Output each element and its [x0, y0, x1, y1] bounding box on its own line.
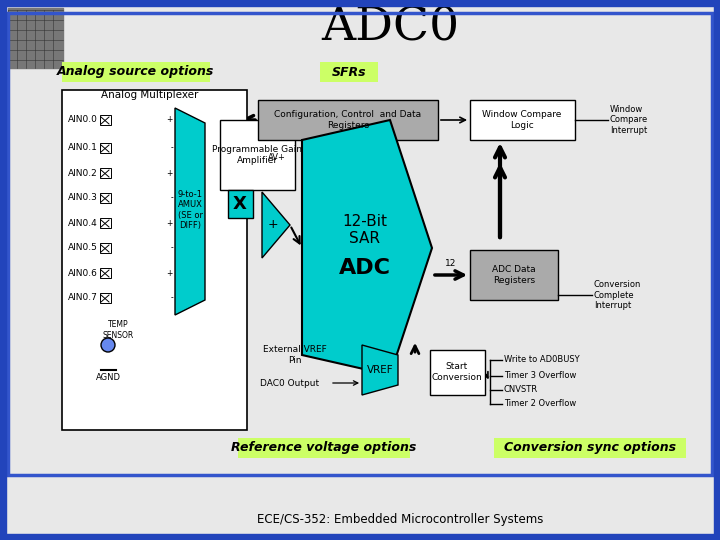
- Text: ADC: ADC: [339, 258, 391, 278]
- Text: AIN0.6: AIN0.6: [68, 268, 98, 278]
- Bar: [100, 218, 111, 228]
- Text: Conversion
Complete
Interrupt: Conversion Complete Interrupt: [594, 280, 642, 310]
- Text: +: +: [166, 219, 173, 227]
- Text: Conversion sync options: Conversion sync options: [504, 442, 676, 455]
- Bar: [100, 115, 111, 125]
- Text: AIN0.0: AIN0.0: [68, 116, 98, 125]
- Text: AGND: AGND: [96, 373, 120, 381]
- Text: +: +: [166, 116, 173, 125]
- Polygon shape: [175, 108, 205, 315]
- Bar: [100, 143, 111, 153]
- Text: ECE/CS-352: Embedded Microcontroller Systems: ECE/CS-352: Embedded Microcontroller Sys…: [257, 514, 543, 526]
- Polygon shape: [262, 192, 290, 258]
- Text: Analog Multiplexer: Analog Multiplexer: [102, 90, 199, 100]
- Text: +: +: [268, 219, 279, 232]
- Text: AIN0.1: AIN0.1: [68, 144, 98, 152]
- Text: DAC0 Output: DAC0 Output: [261, 379, 320, 388]
- Bar: [0, 0, 6, 540]
- Bar: [258, 100, 438, 140]
- Text: Configuration, Control  and Data
Registers: Configuration, Control and Data Register…: [274, 110, 422, 130]
- Text: Timer 2 Overflow: Timer 2 Overflow: [504, 400, 576, 408]
- Text: +: +: [166, 168, 173, 178]
- Text: X: X: [233, 195, 247, 213]
- Text: TEMP
SENSOR: TEMP SENSOR: [102, 320, 134, 340]
- Text: 12: 12: [445, 259, 456, 267]
- Text: AV+: AV+: [268, 153, 286, 163]
- Bar: [714, 0, 720, 540]
- Bar: [238, 438, 410, 458]
- Text: ADC Data
Registers: ADC Data Registers: [492, 265, 536, 285]
- Text: SFRs: SFRs: [332, 65, 366, 78]
- Bar: [62, 90, 247, 430]
- Bar: [0, 534, 720, 540]
- Bar: [220, 120, 295, 190]
- Text: AIN0.7: AIN0.7: [68, 294, 98, 302]
- Text: -: -: [170, 294, 173, 302]
- Text: Window
Compare
Interrupt: Window Compare Interrupt: [610, 105, 648, 135]
- Polygon shape: [302, 120, 432, 375]
- Text: CNVSTR: CNVSTR: [504, 386, 538, 395]
- Bar: [100, 268, 111, 278]
- Text: Timer 3 Overflow: Timer 3 Overflow: [504, 372, 577, 381]
- Text: 12-Bit
SAR: 12-Bit SAR: [343, 214, 387, 246]
- Bar: [100, 243, 111, 253]
- Text: External VREF
Pin: External VREF Pin: [263, 345, 327, 364]
- Bar: [494, 438, 686, 458]
- Circle shape: [101, 338, 115, 352]
- Text: VREF: VREF: [366, 365, 393, 375]
- Polygon shape: [362, 345, 398, 395]
- Text: -: -: [170, 144, 173, 152]
- Text: Write to AD0BUSY: Write to AD0BUSY: [504, 355, 580, 364]
- Text: -: -: [170, 244, 173, 253]
- Text: Window Compare
Logic: Window Compare Logic: [482, 110, 562, 130]
- Bar: [100, 168, 111, 178]
- Text: -: -: [170, 193, 173, 202]
- Text: AIN0.3: AIN0.3: [68, 193, 98, 202]
- Bar: [8, 8, 63, 68]
- Text: Programmable Gain
Amplifier: Programmable Gain Amplifier: [212, 145, 302, 165]
- Bar: [228, 190, 253, 218]
- Bar: [470, 250, 558, 300]
- Bar: [100, 293, 111, 303]
- Bar: [100, 193, 111, 203]
- Text: Reference voltage options: Reference voltage options: [231, 442, 417, 455]
- Bar: [8, 13, 712, 475]
- Text: AIN0.2: AIN0.2: [68, 168, 98, 178]
- Text: ADC0: ADC0: [321, 5, 459, 51]
- Text: Analog source options: Analog source options: [58, 65, 215, 78]
- Bar: [0, 0, 720, 6]
- Text: AIN0.5: AIN0.5: [68, 244, 98, 253]
- Bar: [470, 100, 575, 140]
- Bar: [430, 350, 485, 395]
- Text: Start
Conversion: Start Conversion: [431, 362, 482, 382]
- Bar: [62, 62, 210, 82]
- Text: 9-to-1
AMUX
(SE or
DIFF): 9-to-1 AMUX (SE or DIFF): [178, 190, 202, 230]
- Text: AIN0.4: AIN0.4: [68, 219, 98, 227]
- Bar: [320, 62, 378, 82]
- Text: +: +: [166, 268, 173, 278]
